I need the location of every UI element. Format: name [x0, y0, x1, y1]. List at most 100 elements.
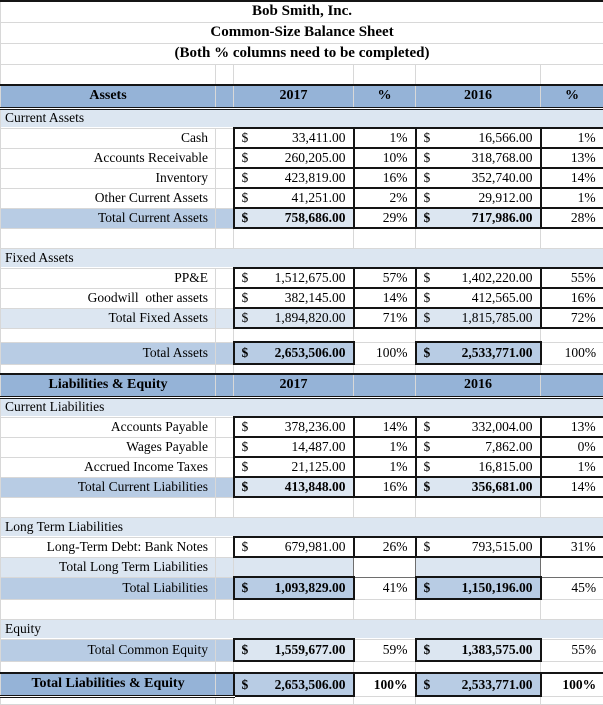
empty-cell[interactable] — [1, 228, 216, 248]
empty-cell[interactable] — [216, 364, 234, 374]
cell-total-common-equity-2016-value[interactable]: $1,383,575.00 — [416, 639, 541, 661]
cell-accounts-payable-2017-value[interactable]: $378,236.00 — [234, 417, 354, 437]
cell-total-assets-spacer[interactable] — [216, 342, 234, 364]
cell-inventory-2017-pct[interactable]: 16% — [354, 168, 416, 188]
cell-total-fixed-assets-2017-value[interactable]: $1,894,820.00 — [234, 308, 354, 328]
empty-cell[interactable] — [216, 696, 234, 704]
cell-inventory-label[interactable]: Inventory — [1, 168, 216, 188]
cell-total-fixed-assets-spacer[interactable] — [216, 308, 234, 328]
cell-long-term-debt-bank-notes-2017-value[interactable]: $679,981.00 — [234, 537, 354, 557]
cell-pp-e-2016-value[interactable]: $1,402,220.00 — [416, 268, 541, 288]
cell-cash-2017-pct[interactable]: 1% — [354, 128, 416, 148]
cell-accounts-receivable-spacer[interactable] — [216, 148, 234, 168]
empty-cell[interactable] — [416, 64, 541, 85]
empty-cell[interactable] — [216, 661, 234, 673]
empty-cell[interactable] — [354, 328, 416, 342]
empty-cell[interactable] — [416, 696, 541, 704]
empty-cell[interactable] — [1, 328, 216, 342]
cell-total-liabilities-2016-pct[interactable]: 45% — [541, 577, 603, 599]
cell-accounts-receivable-2016-pct[interactable]: 13% — [541, 148, 603, 168]
cell-total-liabilities-spacer[interactable] — [216, 577, 234, 599]
cell-other-current-assets-label[interactable]: Other Current Assets — [1, 188, 216, 208]
cell-long-term-debt-bank-notes-2017-pct[interactable]: 26% — [354, 537, 416, 557]
cell-inventory-spacer[interactable] — [216, 168, 234, 188]
empty-cell[interactable] — [354, 228, 416, 248]
cell-total-current-assets-2016-value[interactable]: $717,986.00 — [416, 208, 541, 228]
empty-cell[interactable] — [416, 228, 541, 248]
cell-total-current-liabilities-spacer[interactable] — [216, 477, 234, 497]
cell-total-liabilities-2017-value[interactable]: $1,093,829.00 — [234, 577, 354, 599]
cell-cash-2016-pct[interactable]: 1% — [541, 128, 603, 148]
cell-accounts-payable-spacer[interactable] — [216, 417, 234, 437]
cell-total-long-term-liabilities-2017-value[interactable] — [234, 557, 354, 577]
band-pct-2016[interactable]: % — [541, 85, 603, 108]
empty-cell[interactable] — [354, 64, 416, 85]
cell-total-assets-label[interactable]: Total Assets — [1, 342, 216, 364]
empty-cell[interactable] — [416, 364, 541, 374]
cell-total-liabilities-equity-2017-value[interactable]: $2,653,506.00 — [234, 673, 354, 696]
empty-cell[interactable] — [234, 661, 354, 673]
cell-goodwill-other-assets-spacer[interactable] — [216, 288, 234, 308]
empty-cell[interactable] — [354, 364, 416, 374]
empty-cell[interactable] — [216, 328, 234, 342]
cell-total-common-equity-spacer[interactable] — [216, 639, 234, 661]
empty-cell[interactable] — [234, 696, 354, 704]
title-cell-common-size-balance-sheet[interactable]: Common-Size Balance Sheet — [1, 22, 603, 43]
cell-total-current-assets-spacer[interactable] — [216, 208, 234, 228]
band-pct-2017[interactable]: % — [354, 85, 416, 108]
cell-accounts-receivable-label[interactable]: Accounts Receivable — [1, 148, 216, 168]
cell-cash-spacer[interactable] — [216, 128, 234, 148]
cell-total-current-liabilities-2017-pct[interactable]: 16% — [354, 477, 416, 497]
empty-cell[interactable] — [541, 328, 603, 342]
empty-cell[interactable] — [216, 599, 234, 619]
cell-inventory-2017-value[interactable]: $423,819.00 — [234, 168, 354, 188]
empty-cell[interactable] — [1, 696, 216, 704]
empty-cell[interactable] — [541, 64, 603, 85]
cell-total-assets-2017-pct[interactable]: 100% — [354, 342, 416, 364]
cell-accounts-payable-2016-pct[interactable]: 13% — [541, 417, 603, 437]
empty-cell[interactable] — [416, 599, 541, 619]
cell-total-current-assets-2016-pct[interactable]: 28% — [541, 208, 603, 228]
cell-total-current-assets-2017-value[interactable]: $758,686.00 — [234, 208, 354, 228]
section-header-equity[interactable]: Equity — [1, 619, 603, 639]
cell-total-current-liabilities-label[interactable]: Total Current Liabilities — [1, 477, 216, 497]
cell-long-term-debt-bank-notes-label[interactable]: Long-Term Debt: Bank Notes — [1, 537, 216, 557]
band-label-liabilities-equity[interactable]: Liabilities & Equity — [1, 374, 216, 397]
empty-cell[interactable] — [1, 364, 216, 374]
empty-cell[interactable] — [416, 328, 541, 342]
empty-cell[interactable] — [1, 599, 216, 619]
cell-total-common-equity-2017-value[interactable]: $1,559,677.00 — [234, 639, 354, 661]
cell-total-liabilities-equity-label[interactable]: Total Liabilities & Equity — [1, 673, 216, 696]
empty-cell[interactable] — [354, 661, 416, 673]
cell-pp-e-2017-pct[interactable]: 57% — [354, 268, 416, 288]
cell-wages-payable-2017-pct[interactable]: 1% — [354, 437, 416, 457]
band-spacer[interactable] — [216, 374, 234, 397]
empty-cell[interactable] — [1, 661, 216, 673]
cell-other-current-assets-2017-pct[interactable]: 2% — [354, 188, 416, 208]
empty-cell[interactable] — [541, 599, 603, 619]
cell-total-long-term-liabilities-spacer[interactable] — [216, 557, 234, 577]
cell-total-liabilities-label[interactable]: Total Liabilities — [1, 577, 216, 599]
cell-total-long-term-liabilities-2016-value[interactable] — [416, 557, 541, 577]
cell-goodwill-other-assets-label[interactable]: Goodwill other assets — [1, 288, 216, 308]
cell-total-common-equity-2016-pct[interactable]: 55% — [541, 639, 603, 661]
cell-other-current-assets-2016-pct[interactable]: 1% — [541, 188, 603, 208]
empty-cell[interactable] — [1, 497, 216, 517]
cell-long-term-debt-bank-notes-spacer[interactable] — [216, 537, 234, 557]
cell-total-current-liabilities-2016-value[interactable]: $356,681.00 — [416, 477, 541, 497]
cell-total-assets-2016-pct[interactable]: 100% — [541, 342, 603, 364]
cell-other-current-assets-spacer[interactable] — [216, 188, 234, 208]
cell-accrued-income-taxes-spacer[interactable] — [216, 457, 234, 477]
cell-total-long-term-liabilities-2017-pct[interactable] — [354, 557, 416, 577]
cell-accounts-receivable-2017-pct[interactable]: 10% — [354, 148, 416, 168]
cell-total-liabilities-equity-2016-pct[interactable]: 100% — [541, 673, 603, 696]
band-pct-2017[interactable] — [354, 374, 416, 397]
cell-goodwill-other-assets-2017-pct[interactable]: 14% — [354, 288, 416, 308]
empty-cell[interactable] — [216, 228, 234, 248]
cell-wages-payable-2016-value[interactable]: $7,862.00 — [416, 437, 541, 457]
empty-cell[interactable] — [234, 228, 354, 248]
band-year-2017[interactable]: 2017 — [234, 85, 354, 108]
band-spacer[interactable] — [216, 85, 234, 108]
cell-pp-e-2016-pct[interactable]: 55% — [541, 268, 603, 288]
cell-inventory-2016-value[interactable]: $352,740.00 — [416, 168, 541, 188]
